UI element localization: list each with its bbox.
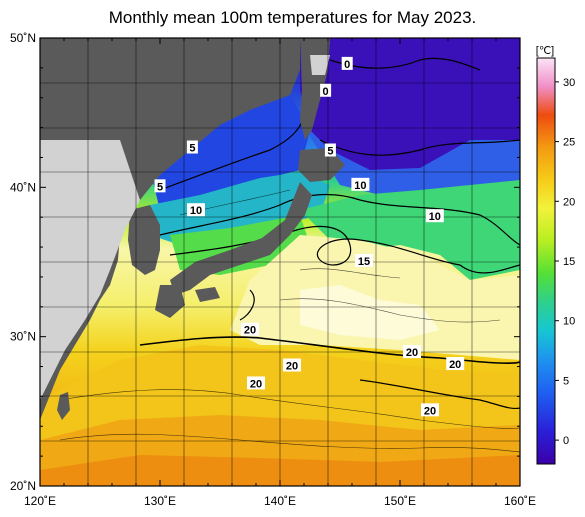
contour-label-box (351, 177, 370, 191)
contour-label: 0 (323, 86, 329, 98)
longitude-label: 120˚E (24, 494, 56, 508)
colorbar-ticks: 0 5 10 15 20 25 30 (555, 77, 575, 447)
colorbar-tick-label: 10 (563, 316, 575, 328)
latitude-label: 40˚N (10, 180, 36, 194)
contour-label: 10 (429, 211, 441, 223)
colorbar-tick-label: 5 (563, 375, 569, 387)
frame-ticks (39, 37, 521, 487)
contour-label-box (241, 322, 259, 336)
contour-label: 20 (244, 325, 256, 337)
contour-label: 10 (190, 205, 202, 217)
latitude-labels: 50˚N 40˚N 30˚N 20˚N (10, 31, 36, 493)
contour-label-box (341, 56, 353, 70)
contour-labels: 0 0 5 5 5 10 10 10 15 20 20 20 20 20 20 (154, 56, 465, 417)
contour-label: 20 (449, 359, 461, 371)
contour-label: 5 (157, 181, 163, 193)
contour-label: 5 (189, 143, 195, 155)
contour-label-box (421, 403, 439, 417)
contour-label-box (186, 140, 198, 154)
contour-label: 20 (286, 361, 298, 373)
longitude-label: 160˚E (504, 494, 536, 508)
latitude-label: 20˚N (10, 479, 36, 493)
contour-label-box (446, 357, 465, 371)
contour-label: 20 (250, 378, 262, 390)
land-light (40, 55, 330, 400)
temperature-field (40, 38, 520, 486)
contour-label: 0 (344, 59, 350, 71)
contour-label: 20 (424, 405, 436, 417)
contour-label: 5 (327, 145, 333, 157)
contour-label: 15 (358, 256, 370, 268)
longitude-label: 130˚E (144, 494, 176, 508)
contour-label-box (425, 209, 444, 223)
contour-label: 20 (406, 347, 418, 359)
colorbar-tick-label: 15 (563, 256, 575, 268)
colorbar-scale (536, 57, 556, 465)
contour-label-box (320, 83, 332, 97)
colorbar-tick-label: 30 (563, 77, 575, 89)
contour-label-box (355, 254, 373, 267)
contour-label: 10 (354, 180, 366, 192)
contour-label-box (324, 143, 336, 157)
colorbar: [℃] 0 5 10 15 20 25 30 (536, 45, 575, 465)
contour-label-box (403, 345, 421, 359)
colorbar-unit: [℃] (536, 45, 554, 57)
contour-label-box (247, 376, 265, 390)
colorbar-tick-label: 20 (563, 196, 575, 208)
longitude-labels: 120˚E 130˚E 140˚E 150˚E 160˚E (24, 494, 536, 508)
latitude-label: 30˚N (10, 330, 36, 344)
graticule (40, 38, 520, 486)
longitude-label: 150˚E (384, 494, 416, 508)
contour-label-box (154, 179, 166, 193)
colorbar-tick-label: 0 (563, 435, 569, 447)
contour-label-box (187, 203, 205, 217)
longitude-label: 140˚E (264, 494, 296, 508)
latitude-label: 50˚N (10, 31, 36, 45)
colorbar-tick-label: 25 (563, 137, 575, 149)
contour-label-box (283, 358, 301, 372)
map-title: Monthly mean 100m temperatures for May 2… (108, 8, 477, 27)
